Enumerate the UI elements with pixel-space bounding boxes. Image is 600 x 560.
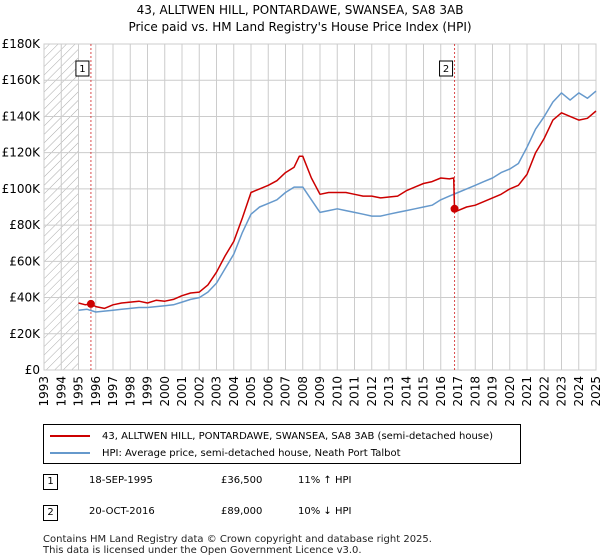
x-tick-label: 2011: [348, 376, 362, 407]
x-tick-label: 2016: [434, 376, 448, 407]
x-tick-label: 2001: [175, 376, 189, 407]
x-tick-label: 2008: [296, 376, 310, 407]
x-tick-label: 2022: [537, 376, 551, 407]
x-tick-label: 2020: [503, 376, 517, 407]
legend-item-hpi: HPI: Average price, semi-detached house,…: [50, 446, 401, 460]
x-tick-label: 2004: [227, 376, 241, 407]
x-tick-label: 2000: [158, 376, 172, 407]
legend-label-hpi: HPI: Average price, semi-detached house,…: [102, 447, 401, 459]
transaction-date: 20-OCT-2016: [89, 506, 155, 517]
x-tick-label: 1997: [106, 376, 120, 407]
x-tick-label: 1994: [54, 376, 68, 407]
chart-title-line2: Price paid vs. HM Land Registry's House …: [128, 20, 472, 34]
y-tick-label: £160K: [2, 73, 42, 87]
legend-label-property: 43, ALLTWEN HILL, PONTARDAWE, SWANSEA, S…: [102, 430, 494, 442]
x-tick-label: 1999: [141, 376, 155, 407]
transaction-hpi: 10% ↓ HPI: [298, 506, 352, 517]
x-tick-label: 2003: [210, 376, 224, 407]
transaction-point: [450, 204, 459, 213]
y-tick-label: £40K: [9, 291, 41, 305]
x-tick-label: 1995: [72, 376, 86, 407]
y-tick-label: £120K: [2, 146, 42, 160]
transaction-price: £36,500: [221, 475, 263, 486]
y-tick-label: £100K: [2, 182, 42, 196]
x-tick-label: 2019: [486, 376, 500, 407]
transaction-label-box: [75, 60, 90, 77]
x-tick-label: 2025: [589, 376, 600, 407]
x-tick-label: 1993: [37, 376, 51, 407]
y-tick-label: £20K: [9, 327, 41, 341]
property-price-line: [78, 110, 597, 310]
x-tick-label: 2024: [572, 376, 586, 407]
x-tick-label: 2023: [555, 376, 569, 407]
transaction-point: [86, 299, 95, 308]
x-tick-label: 2002: [192, 376, 206, 407]
x-tick-label: 2015: [417, 376, 431, 407]
legend-swatch-property: [50, 435, 90, 437]
y-tick-label: £80K: [9, 218, 41, 232]
transaction-price: £89,000: [221, 506, 263, 517]
x-tick-label: 2014: [399, 376, 413, 407]
y-tick-label: £140K: [2, 109, 42, 123]
x-tick-label: 2013: [382, 376, 396, 407]
x-tick-label: 2007: [279, 376, 293, 407]
transaction-label: 1: [79, 64, 85, 75]
legend-item-property: 43, ALLTWEN HILL, PONTARDAWE, SWANSEA, S…: [50, 429, 493, 443]
x-tick-label: 2012: [365, 376, 379, 407]
plot-border: [43, 43, 597, 371]
footer-copyright: Contains HM Land Registry data © Crown c…: [43, 534, 432, 545]
x-tick-label: 2005: [244, 376, 258, 407]
hpi-line: [78, 90, 597, 313]
footer-licence: This data is licensed under the Open Gov…: [43, 545, 362, 556]
x-tick-label: 1996: [89, 376, 103, 407]
transaction-label-box: [439, 60, 454, 77]
transaction-badge: 1: [43, 474, 58, 490]
x-tick-label: 2021: [520, 376, 534, 407]
chart: £0 £20K £40K £60K £80K £100K £120K £140K £160K £1…: [2, 37, 600, 407]
y-tick-label: £60K: [9, 254, 41, 268]
x-tick-label: 2018: [468, 376, 482, 407]
x-tick-label: 2009: [313, 376, 327, 407]
transaction-date: 18-SEP-1995: [89, 475, 153, 486]
y-tick-label: £0: [25, 363, 40, 377]
legend-swatch-hpi: [50, 452, 90, 454]
x-tick-label: 1998: [123, 376, 137, 407]
chart-title-line1: 43, ALLTWEN HILL, PONTARDAWE, SWANSEA, S…: [136, 3, 464, 17]
y-tick-label: £180K: [2, 37, 42, 51]
transaction-label: 2: [443, 64, 449, 75]
x-tick-label: 2006: [261, 376, 275, 407]
x-tick-label: 2017: [451, 376, 465, 407]
transaction-hpi: 11% ↑ HPI: [298, 475, 352, 486]
x-tick-label: 2010: [330, 376, 344, 407]
legend: 43, ALLTWEN HILL, PONTARDAWE, SWANSEA, S…: [43, 424, 521, 464]
transaction-badge: 2: [43, 505, 58, 521]
